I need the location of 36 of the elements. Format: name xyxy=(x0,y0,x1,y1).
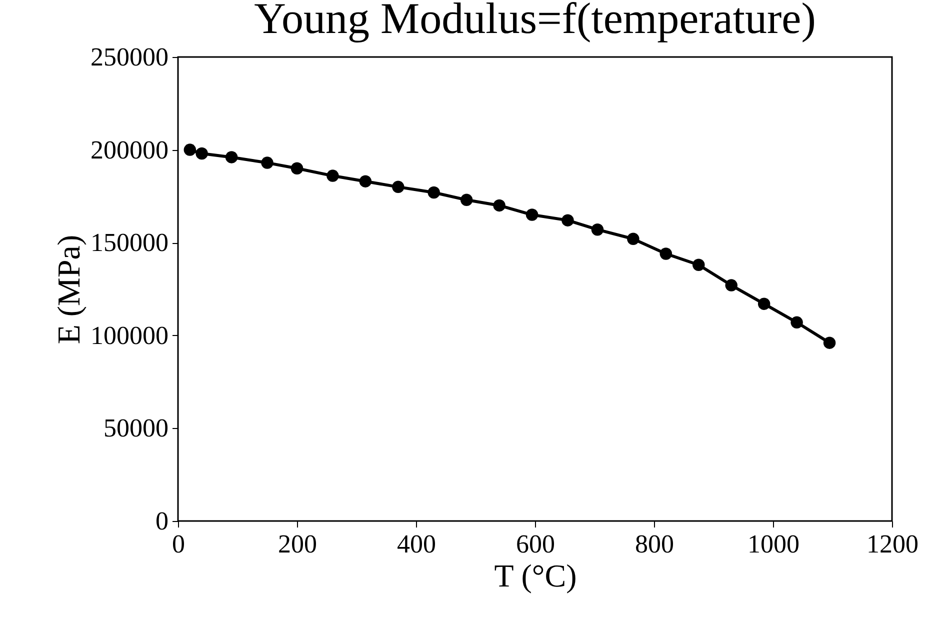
x-tick-label: 800 xyxy=(635,530,674,558)
x-tick-label: 1200 xyxy=(866,530,918,558)
point xyxy=(725,279,738,292)
point xyxy=(562,214,574,226)
x-tick-label: 600 xyxy=(516,530,555,558)
x-axis-title: T (°C) xyxy=(494,558,577,594)
x-tick-label: 200 xyxy=(278,530,317,558)
point xyxy=(823,336,836,349)
point xyxy=(790,316,803,329)
point xyxy=(225,151,238,164)
chart-title: Young Modulus=f(temperature) xyxy=(254,0,816,43)
point xyxy=(758,298,770,310)
y-tick-label: 50000 xyxy=(104,414,168,443)
point xyxy=(692,258,705,271)
point xyxy=(290,162,304,174)
x-tick-label: 400 xyxy=(397,530,436,558)
y-tick-label: 150000 xyxy=(90,228,168,258)
point xyxy=(591,223,604,236)
point xyxy=(184,144,196,156)
x-tick-label: 1000 xyxy=(748,530,800,558)
point xyxy=(428,186,440,199)
y-tick-label: 200000 xyxy=(90,135,168,164)
y-tick-label: 250000 xyxy=(90,42,168,72)
y-tick-label: 100000 xyxy=(90,320,168,350)
point xyxy=(359,175,372,188)
point xyxy=(326,170,339,182)
point xyxy=(196,147,208,160)
point xyxy=(493,199,506,212)
point xyxy=(627,232,640,245)
point xyxy=(261,156,274,169)
y-axis-title: E (MPa) xyxy=(50,234,86,344)
point xyxy=(460,194,473,206)
point xyxy=(526,208,538,221)
point xyxy=(392,180,404,194)
y-tick-label: 0 xyxy=(156,506,168,536)
point xyxy=(660,248,672,260)
